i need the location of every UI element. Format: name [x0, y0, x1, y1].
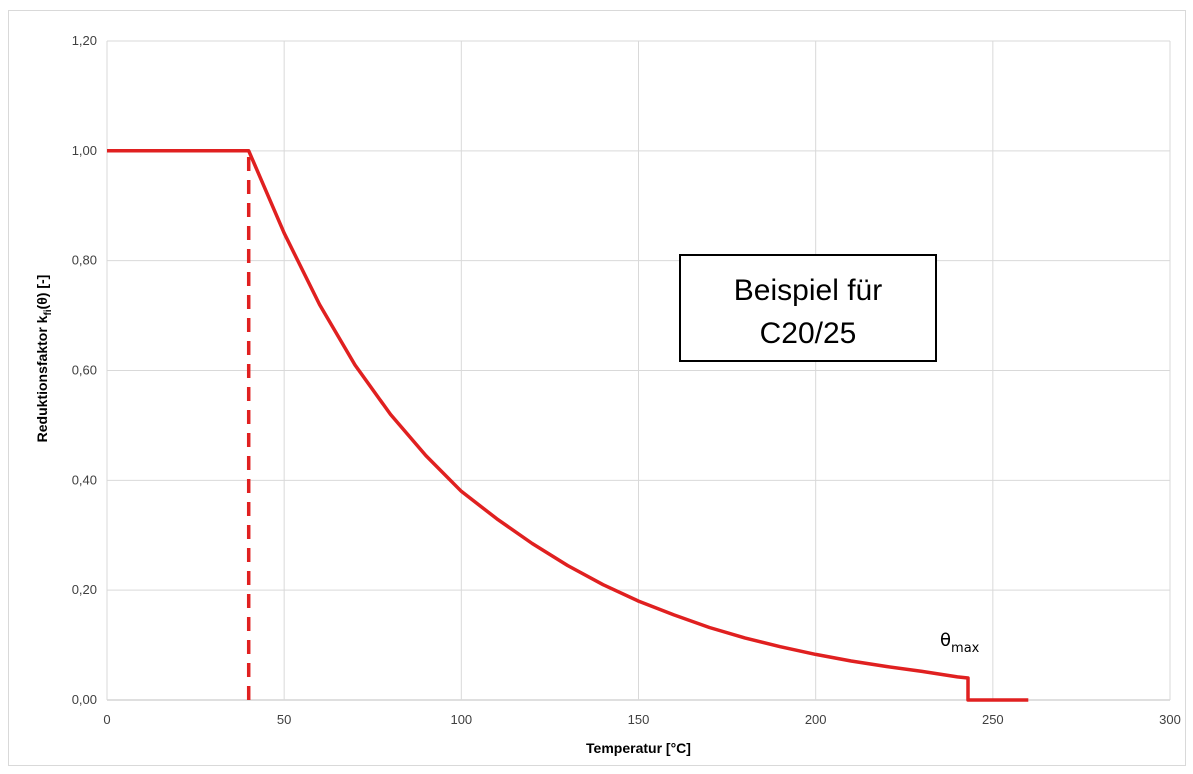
- chart-frame: [8, 10, 1186, 766]
- y-tick-labels: 0,00 0,20 0,40 0,60 0,80 1,00 1,20: [72, 33, 97, 707]
- theta-subscript: max: [951, 641, 980, 656]
- x-tick-label: 300: [1159, 712, 1181, 727]
- y-tick-label: 0,40: [72, 472, 97, 487]
- y-tick-label: 0,80: [72, 253, 97, 268]
- x-tick-label: 250: [982, 712, 1004, 727]
- x-tick-label: 100: [450, 712, 472, 727]
- annotation-box-border: [679, 254, 937, 362]
- series-layer: [107, 149, 1029, 702]
- series-line: [107, 149, 1029, 702]
- theta-max-label: θmax: [940, 630, 980, 656]
- x-tick-label: 50: [277, 712, 291, 727]
- y-axis-label-subscript: fi: [43, 309, 54, 315]
- annotation-line-1: Beispiel für: [734, 274, 882, 307]
- y-tick-label: 1,20: [72, 33, 97, 48]
- y-tick-label: 0,20: [72, 582, 97, 597]
- y-tick-label: 0,00: [72, 692, 97, 707]
- annotation-box: Beispiel für C20/25: [679, 254, 937, 362]
- y-axis-label: Reduktionsfaktor kfi(θ) [-]: [34, 275, 54, 443]
- x-axis-label: Temperatur [°C]: [586, 740, 691, 756]
- theta-symbol: θ: [940, 630, 951, 651]
- y-axis-label-main: Reduktionsfaktor k: [34, 315, 50, 442]
- x-tick-labels: 0 50 100 150 200 250 300: [103, 712, 1180, 727]
- y-axis-label-suffix: (θ) [-]: [34, 275, 50, 310]
- y-tick-label: 0,60: [72, 363, 97, 378]
- x-tick-label: 200: [805, 712, 827, 727]
- x-tick-label: 150: [628, 712, 650, 727]
- x-tick-label: 0: [103, 712, 110, 727]
- y-tick-label: 1,00: [72, 143, 97, 158]
- annotation-line-2: C20/25: [760, 317, 857, 350]
